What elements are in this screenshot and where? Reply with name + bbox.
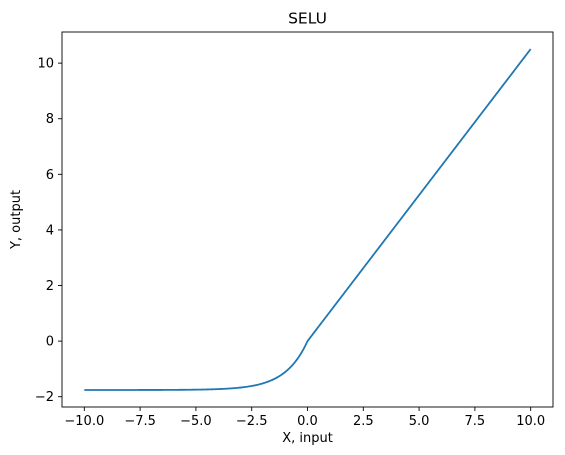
x-tick-label: 7.5 — [465, 414, 486, 429]
x-tick-label: 10.0 — [516, 414, 545, 429]
x-axis-label: X, input — [282, 431, 333, 446]
y-tick-label: 0 — [46, 335, 54, 350]
x-tick-label: −5.0 — [180, 414, 212, 429]
x-tick-label: 5.0 — [409, 414, 430, 429]
series-line — [84, 48, 532, 391]
y-tick-label: 10 — [37, 57, 54, 72]
plot-area — [84, 48, 532, 391]
y-tick-label: 4 — [46, 223, 54, 238]
x-tick-label: −10.0 — [64, 414, 104, 429]
x-tick-label: 0.0 — [297, 414, 318, 429]
plot-frame — [61, 31, 554, 408]
y-axis-label: Y, output — [9, 190, 24, 250]
y-tick-label: 2 — [46, 279, 54, 294]
x-tick-label: −2.5 — [236, 414, 268, 429]
y-tick-label: 6 — [46, 168, 54, 183]
y-tick-label: −2 — [35, 390, 54, 405]
x-tick-label: 2.5 — [353, 414, 374, 429]
y-axis: −2 0 2 4 6 8 10 — [35, 57, 62, 405]
y-tick-label: 8 — [46, 112, 54, 127]
chart-title: SELU — [288, 10, 327, 28]
x-tick-label: −7.5 — [124, 414, 156, 429]
x-axis: −10.0 −7.5 −5.0 −2.5 0.0 2.5 5.0 7.5 10.0 — [64, 407, 545, 429]
